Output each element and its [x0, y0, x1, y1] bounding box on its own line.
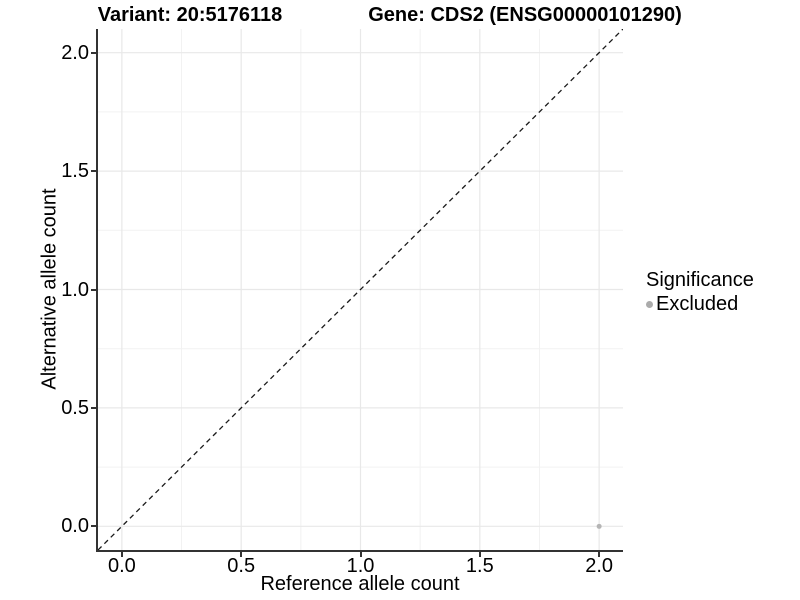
x-tick-label: 2.0 — [585, 555, 614, 577]
legend-title: Significance — [646, 269, 754, 291]
plot-canvas — [98, 29, 623, 550]
plot-title-gene: Gene: CDS2 (ENSG00000101290) — [368, 4, 682, 26]
plot-title-variant: Variant: 20:5176118 — [97, 4, 283, 26]
y-tick-label: 2.0 — [61, 41, 89, 64]
x-tick-mark — [120, 552, 123, 557]
y-axis-title: Alternative allele count — [38, 188, 61, 390]
x-tick-mark — [598, 552, 601, 557]
x-tick-mark — [478, 552, 481, 557]
legend-item-label: Excluded — [656, 293, 739, 315]
identity-dashed-line — [98, 29, 623, 550]
y-tick-label: 1.5 — [61, 160, 89, 183]
data-point — [596, 523, 602, 529]
y-tick-label: 0.0 — [61, 515, 89, 538]
x-tick-mark — [240, 552, 243, 557]
legend-item-excluded: Excluded — [646, 294, 754, 314]
x-tick-mark — [359, 552, 362, 557]
x-tick-label: 0.0 — [107, 555, 136, 577]
y-tick-label: 0.5 — [61, 396, 89, 419]
legend-key-dot-icon — [646, 300, 653, 308]
plot-panel — [96, 29, 623, 552]
x-axis-title: Reference allele count — [260, 573, 460, 595]
legend: Significance Excluded — [646, 268, 754, 314]
